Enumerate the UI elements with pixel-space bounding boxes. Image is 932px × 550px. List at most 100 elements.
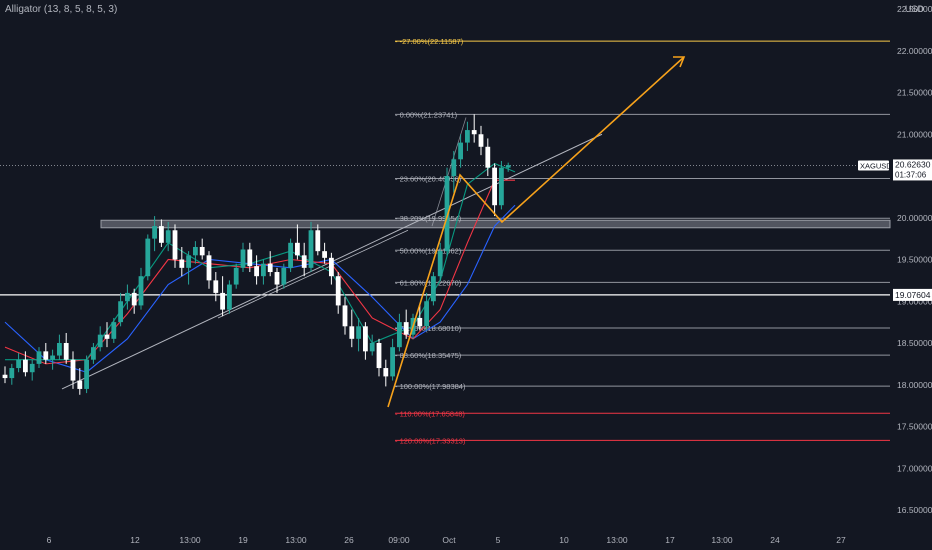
candle-body bbox=[43, 351, 49, 360]
candle-body bbox=[505, 165, 511, 168]
candle-body bbox=[329, 257, 334, 277]
candle-body bbox=[172, 230, 178, 260]
y-tick-label: 21.50000 bbox=[897, 88, 932, 98]
y-tick-label: 17.00000 bbox=[897, 463, 932, 473]
candle bbox=[308, 221, 314, 273]
candle-body bbox=[29, 363, 35, 373]
candle bbox=[199, 238, 205, 260]
fib-level-label: - 23.60%(20.46956) bbox=[395, 175, 462, 184]
candle bbox=[77, 368, 83, 395]
candle-body bbox=[261, 263, 266, 277]
indicator-title[interactable]: Alligator (13, 8, 5, 8, 5, 3) bbox=[5, 4, 118, 15]
currency-label: USD bbox=[904, 4, 924, 14]
y-tick-label: 17.50000 bbox=[897, 422, 932, 432]
candle-body bbox=[118, 301, 123, 323]
candle bbox=[104, 322, 110, 348]
candle-body bbox=[138, 276, 144, 306]
candle-body bbox=[295, 242, 300, 256]
candle-body bbox=[308, 230, 314, 268]
candle bbox=[274, 267, 280, 293]
candle bbox=[118, 292, 123, 327]
price-axis: 16.50000 17.00000 17.50000 18.00000 18.50000… bbox=[897, 4, 932, 515]
candle-body bbox=[179, 259, 185, 268]
x-tick-label: 5 bbox=[496, 535, 501, 545]
candle-body bbox=[390, 347, 395, 377]
candle bbox=[91, 343, 96, 364]
projection-path bbox=[387, 56, 685, 408]
fib-level-label: - 50.00%(19.61062) bbox=[395, 246, 462, 255]
fib-level-label: - 110.00%(17.65848) bbox=[395, 409, 465, 418]
candle bbox=[29, 359, 35, 381]
candle bbox=[403, 309, 409, 339]
candle-body bbox=[50, 355, 55, 360]
x-tick-label: 10 bbox=[559, 535, 569, 545]
candle bbox=[36, 347, 42, 369]
candle bbox=[383, 359, 389, 387]
candle bbox=[301, 242, 307, 277]
last-price-tag-bg bbox=[893, 159, 932, 181]
candle bbox=[505, 162, 511, 172]
candle-body bbox=[363, 326, 368, 352]
candle-body bbox=[220, 292, 225, 310]
fib-level-label: - 61.80%(19.22670) bbox=[395, 278, 462, 287]
candle bbox=[172, 224, 178, 268]
symbol-tag: XAGUSD bbox=[860, 161, 892, 170]
candle-body bbox=[376, 343, 382, 369]
candle bbox=[315, 224, 321, 256]
x-tick-label: 19 bbox=[238, 535, 248, 545]
y-tick-label: 21.00000 bbox=[897, 129, 932, 139]
candles bbox=[2, 114, 511, 395]
y-tick-label: 22.00000 bbox=[897, 46, 932, 56]
candle bbox=[329, 252, 334, 285]
candle-body bbox=[131, 292, 137, 306]
x-tick-label: 6 bbox=[47, 535, 52, 545]
candle bbox=[193, 241, 198, 264]
x-tick-label: 13:00 bbox=[606, 535, 628, 545]
y-tick-label: 22.50000 bbox=[897, 4, 932, 14]
candle-body bbox=[485, 146, 491, 168]
candle bbox=[213, 272, 219, 302]
y-tick-label: 18.00000 bbox=[897, 380, 932, 390]
horizontal-level-label: 19.07604 bbox=[895, 290, 931, 300]
candle bbox=[159, 219, 164, 247]
candle-body bbox=[349, 326, 355, 339]
candle-body bbox=[77, 380, 83, 389]
time-axis: 6 12 13:00 19 13:00 26 09:00 Oct 5 10 13:00 17 13:00… bbox=[47, 535, 846, 545]
candle bbox=[57, 334, 62, 360]
fib-level-label: - 88.60%(18.35475) bbox=[395, 351, 462, 360]
candle-body bbox=[97, 334, 103, 348]
candle-body bbox=[431, 276, 436, 302]
candle bbox=[186, 251, 191, 285]
candle bbox=[206, 251, 212, 289]
candle bbox=[471, 114, 477, 143]
x-tick-label: 12 bbox=[130, 535, 140, 545]
candle bbox=[16, 353, 21, 373]
x-tick-label: 13:00 bbox=[285, 535, 307, 545]
candle-body bbox=[125, 292, 130, 302]
candle bbox=[349, 309, 355, 348]
candle bbox=[451, 150, 457, 193]
candle bbox=[84, 355, 89, 394]
candle bbox=[220, 276, 225, 317]
candle bbox=[356, 317, 361, 352]
candle bbox=[179, 246, 185, 277]
candle-body bbox=[152, 226, 157, 239]
candle bbox=[43, 343, 49, 364]
candle-body bbox=[57, 343, 62, 356]
candle bbox=[50, 349, 55, 370]
candle-body bbox=[165, 230, 171, 243]
candle-body bbox=[23, 359, 28, 373]
countdown-label: 01:37:06 bbox=[895, 170, 927, 179]
candle-body bbox=[254, 266, 259, 277]
candle-body bbox=[91, 347, 96, 360]
candle bbox=[131, 288, 137, 314]
candle-body bbox=[471, 130, 477, 135]
candle bbox=[240, 242, 246, 273]
candle bbox=[254, 255, 259, 285]
candle bbox=[138, 267, 144, 310]
fib-level-label: - 100.00%(17.98384) bbox=[395, 382, 466, 391]
candle bbox=[267, 251, 273, 277]
candle-body bbox=[206, 255, 212, 281]
